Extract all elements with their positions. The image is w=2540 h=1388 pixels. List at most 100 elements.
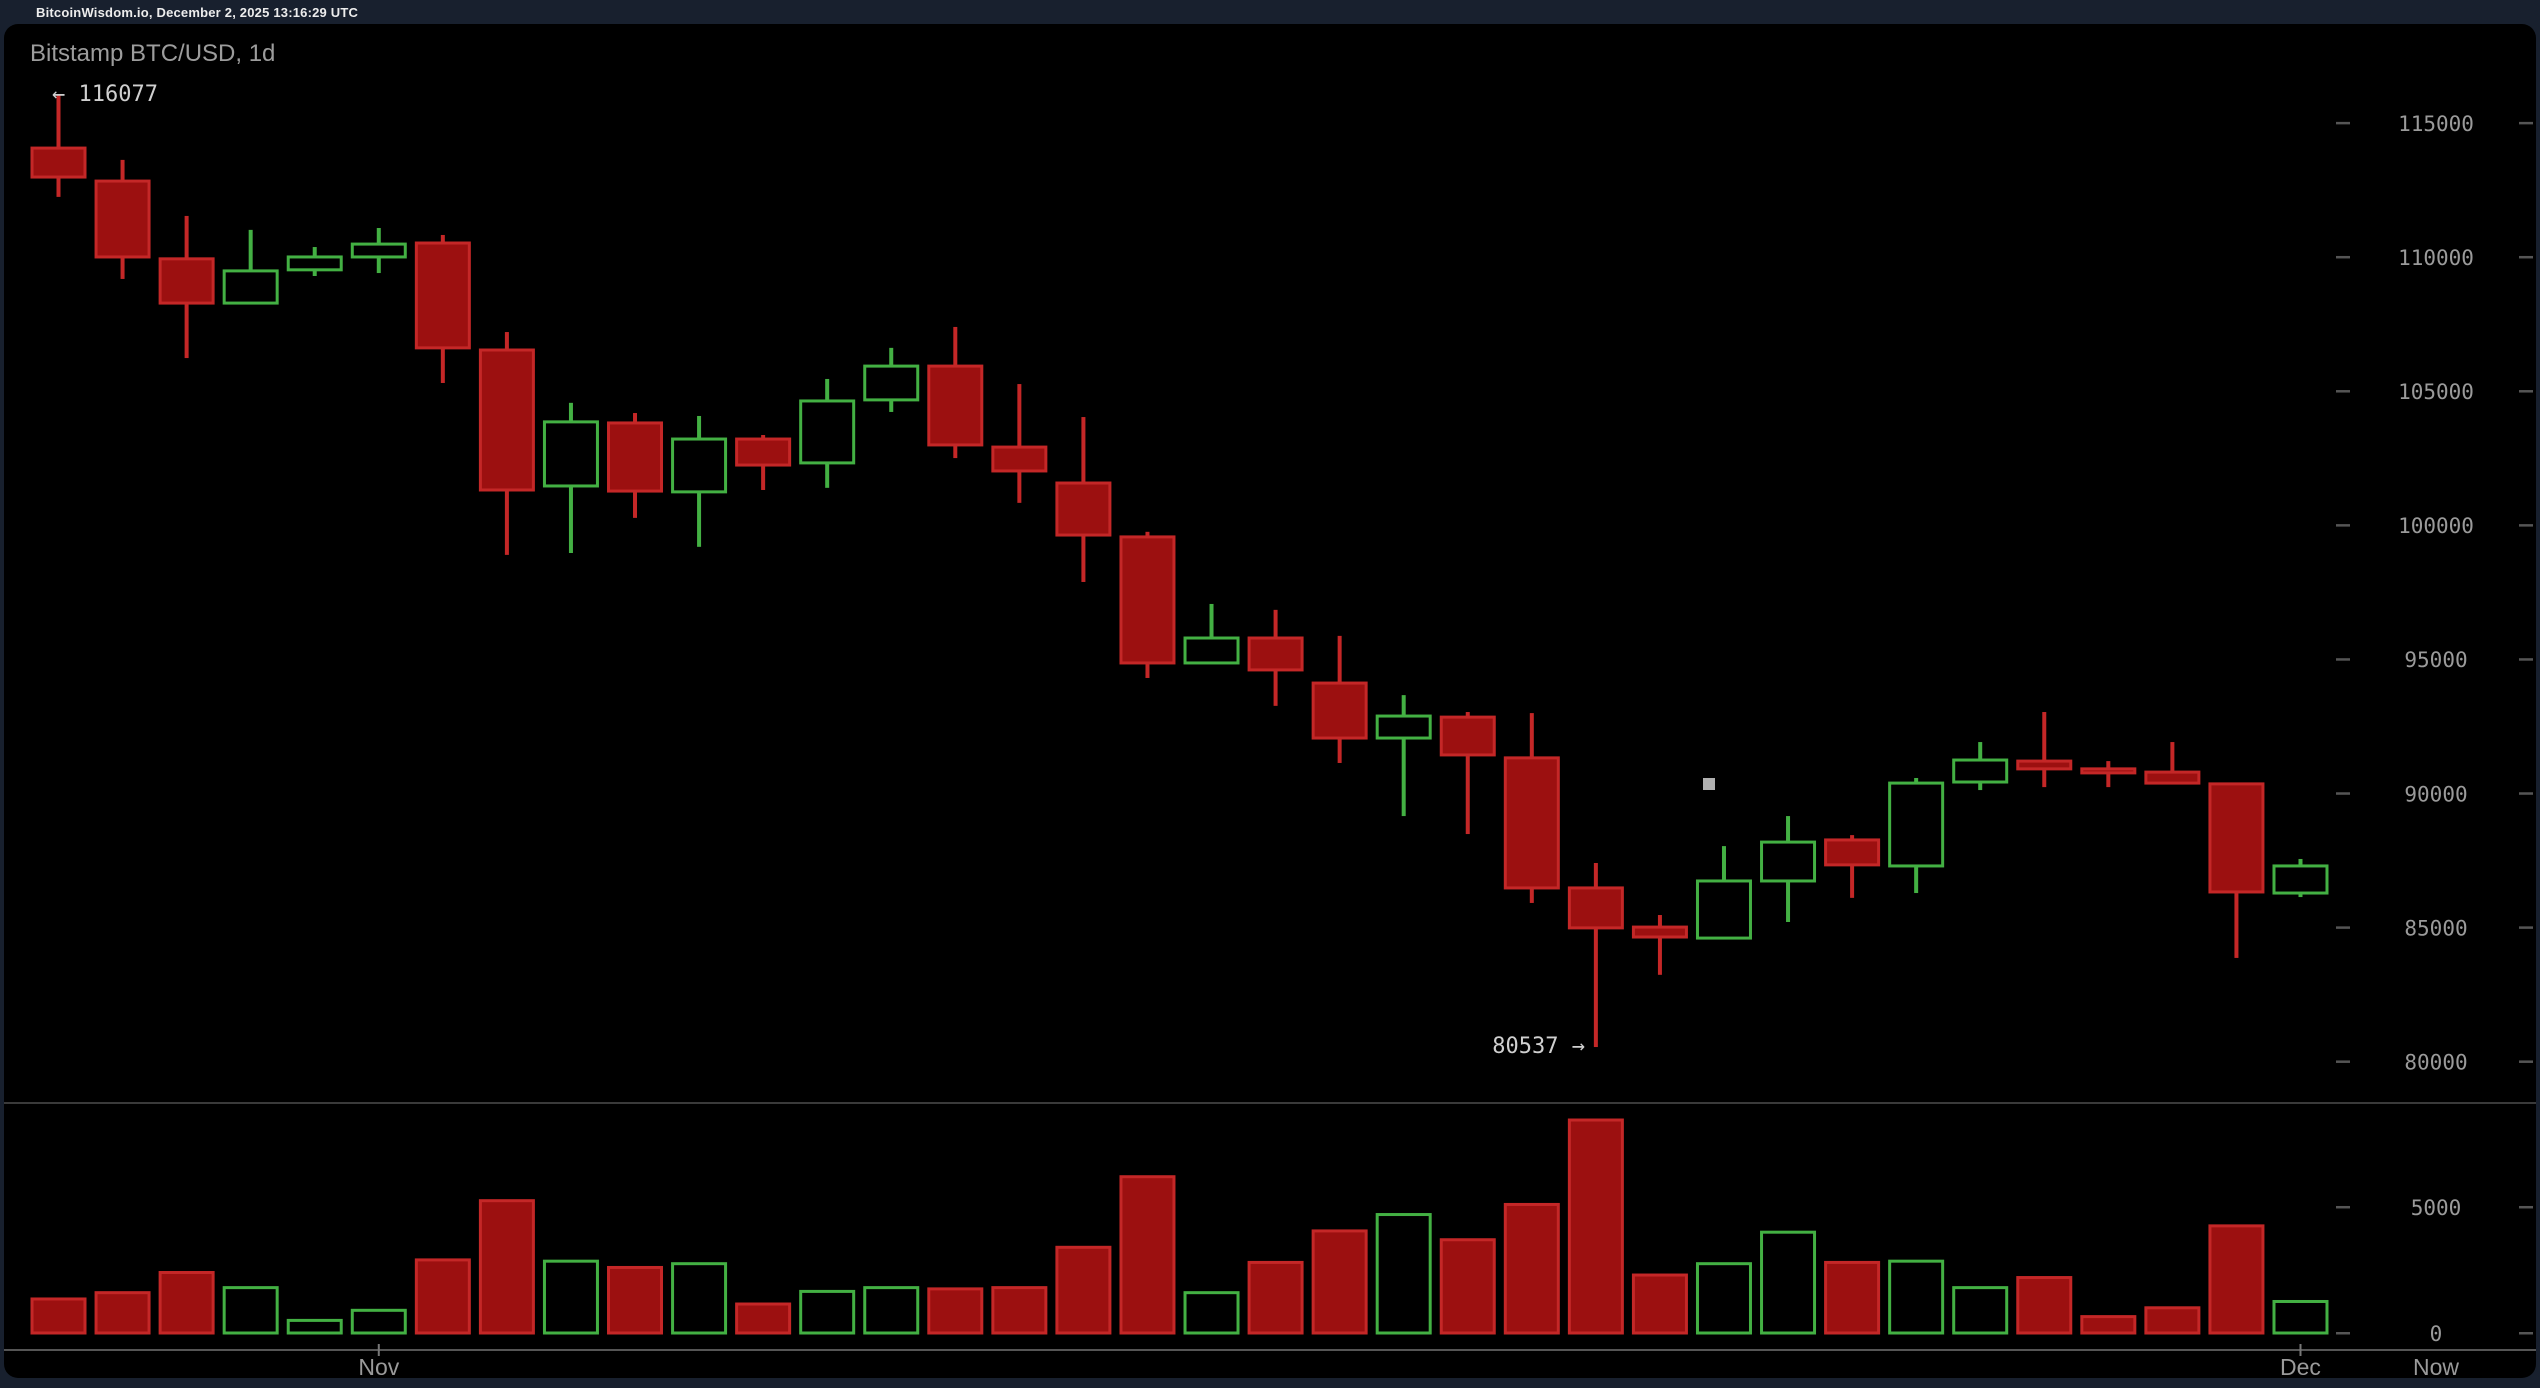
axis-tick-dash-left	[2336, 255, 2350, 259]
candle-body-up	[286, 255, 343, 272]
candle-upper-wick	[1081, 417, 1086, 484]
axis-tick-dash-right	[2519, 255, 2533, 259]
candle-upper-wick	[1529, 713, 1534, 758]
candle-body-up	[1952, 758, 2009, 784]
candle-body-up	[1760, 840, 1817, 883]
candle-lower-wick	[1850, 864, 1855, 898]
volume-bar-up	[350, 1308, 407, 1335]
candle-body-up	[350, 242, 407, 259]
price-axis-label: 80000	[2404, 1050, 2467, 1074]
candle-upper-wick	[312, 247, 317, 257]
axis-tick-dash-left	[2336, 1332, 2350, 1335]
time-axis-line	[4, 1349, 2536, 1351]
candle-upper-wick	[2042, 712, 2047, 762]
candle-body-down	[94, 179, 151, 259]
volume-bar-up	[1888, 1259, 1945, 1335]
volume-bar-up	[671, 1262, 728, 1335]
candle-upper-wick	[1017, 384, 1022, 448]
candle-body-down	[158, 257, 215, 305]
candle-body-down	[735, 437, 792, 467]
volume-bar-up	[542, 1259, 599, 1335]
candle-lower-wick	[1978, 782, 1983, 791]
candle-lower-wick	[2106, 772, 2111, 788]
volume-bar-up	[2272, 1299, 2329, 1335]
candle-lower-wick	[1914, 865, 1919, 894]
candle-lower-wick	[1401, 738, 1406, 817]
candle-body-down	[607, 421, 664, 493]
candle-upper-wick	[1721, 846, 1726, 881]
candle-lower-wick	[1145, 662, 1150, 678]
axis-tick-dash-left	[2336, 926, 2350, 929]
candle-body-down	[2144, 770, 2201, 785]
candle-upper-wick	[376, 227, 381, 245]
axis-tick-dash-left	[2336, 792, 2350, 795]
volume-bar-down	[1119, 1175, 1176, 1335]
candle-upper-wick	[120, 159, 125, 182]
candle-body-down	[1631, 925, 1688, 939]
candle-upper-wick	[1465, 712, 1470, 718]
volume-bar-down	[1631, 1273, 1688, 1335]
candle-lower-wick	[889, 399, 894, 412]
volume-bar-down	[1311, 1229, 1368, 1335]
mouse-cursor	[1703, 778, 1715, 790]
candle-upper-wick	[1786, 816, 1791, 843]
candle-lower-wick	[1529, 887, 1534, 903]
axis-tick-dash-right	[2519, 121, 2533, 125]
volume-bar-down	[1439, 1238, 1496, 1335]
candle-lower-wick	[1465, 754, 1470, 835]
candle-body-down	[991, 445, 1048, 473]
volume-bar-down	[1055, 1245, 1112, 1335]
candle-upper-wick	[2106, 761, 2111, 769]
volume-bar-down	[2016, 1276, 2073, 1335]
axis-tick-dash-right	[2519, 658, 2533, 661]
candle-body-down	[30, 146, 87, 179]
volume-bar-down	[735, 1302, 792, 1335]
axis-tick-dash-right	[2519, 524, 2533, 527]
candle-lower-wick	[697, 491, 702, 547]
candle-upper-wick	[1914, 777, 1919, 784]
volume-bar-up	[222, 1286, 279, 1335]
volume-bar-down	[2144, 1306, 2201, 1335]
volume-bar-down	[94, 1291, 151, 1335]
candle-lower-wick	[312, 269, 317, 276]
candle-body-up	[799, 399, 856, 465]
price-axis-label: 110000	[2398, 246, 2474, 270]
candle-lower-wick	[2234, 891, 2239, 958]
candle-body-down	[414, 241, 471, 350]
candle-body-up	[1183, 636, 1240, 665]
candle-body-up	[222, 269, 279, 305]
candle-lower-wick	[761, 465, 766, 490]
candle-upper-wick	[184, 215, 189, 259]
price-axis-label: 105000	[2398, 380, 2474, 404]
session-low-annotation: 80537 →	[1492, 1034, 1585, 1059]
axis-tick-dash-left	[2336, 658, 2350, 661]
candle-lower-wick	[440, 347, 445, 383]
candle-body-down	[1119, 535, 1176, 665]
axis-tick-dash-left	[2336, 390, 2350, 393]
axis-tick-dash-right	[2519, 1060, 2533, 1063]
candle-body-down	[927, 364, 984, 447]
candle-lower-wick	[633, 491, 638, 518]
candle-lower-wick	[2042, 768, 2047, 788]
candle-body-down	[1311, 681, 1368, 740]
volume-bar-down	[158, 1271, 215, 1335]
time-axis-tick	[377, 1344, 380, 1356]
candle-upper-wick	[1657, 915, 1662, 928]
axis-tick-dash-left	[2336, 121, 2350, 125]
candle-lower-wick	[1786, 880, 1791, 922]
volume-bar-up	[799, 1289, 856, 1335]
axis-tick-dash-right	[2519, 926, 2533, 929]
candle-lower-wick	[1273, 669, 1278, 706]
axis-tick-dash-left	[2336, 524, 2350, 527]
candle-upper-wick	[1209, 603, 1214, 639]
price-axis-label: 95000	[2404, 648, 2467, 672]
candle-upper-wick	[2170, 742, 2175, 773]
time-axis-label: Nov	[358, 1354, 399, 1380]
time-axis-label: Now	[2413, 1354, 2459, 1380]
candle-upper-wick	[953, 326, 958, 367]
volume-bar-up	[1183, 1291, 1240, 1335]
candle-lower-wick	[1657, 937, 1662, 975]
axis-tick-dash-left	[2336, 1060, 2350, 1063]
candle-lower-wick	[120, 256, 125, 279]
